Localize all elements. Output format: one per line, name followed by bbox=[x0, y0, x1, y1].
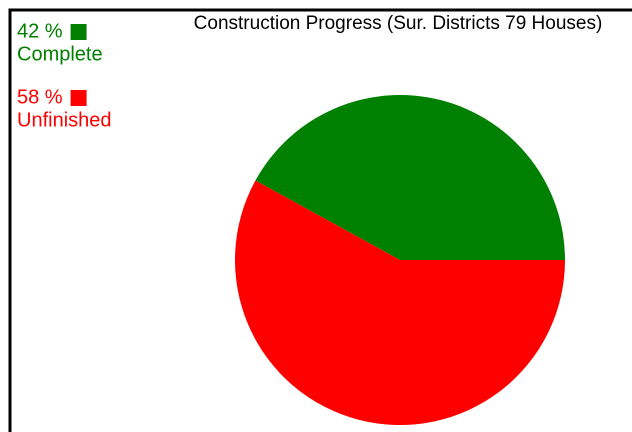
pie-slice bbox=[234, 180, 566, 426]
legend-label: Complete bbox=[17, 43, 103, 65]
legend-swatch bbox=[70, 24, 87, 40]
frame bbox=[8, 8, 632, 432]
legend-label: Unfinished bbox=[17, 109, 112, 131]
chart-title: Construction Progress (Sur. Districts 79… bbox=[194, 13, 603, 34]
legend-value: 42 % bbox=[17, 20, 63, 42]
pie-slice bbox=[255, 95, 565, 260]
legend-value: 58 % bbox=[17, 86, 63, 108]
legend-swatch bbox=[70, 90, 87, 106]
